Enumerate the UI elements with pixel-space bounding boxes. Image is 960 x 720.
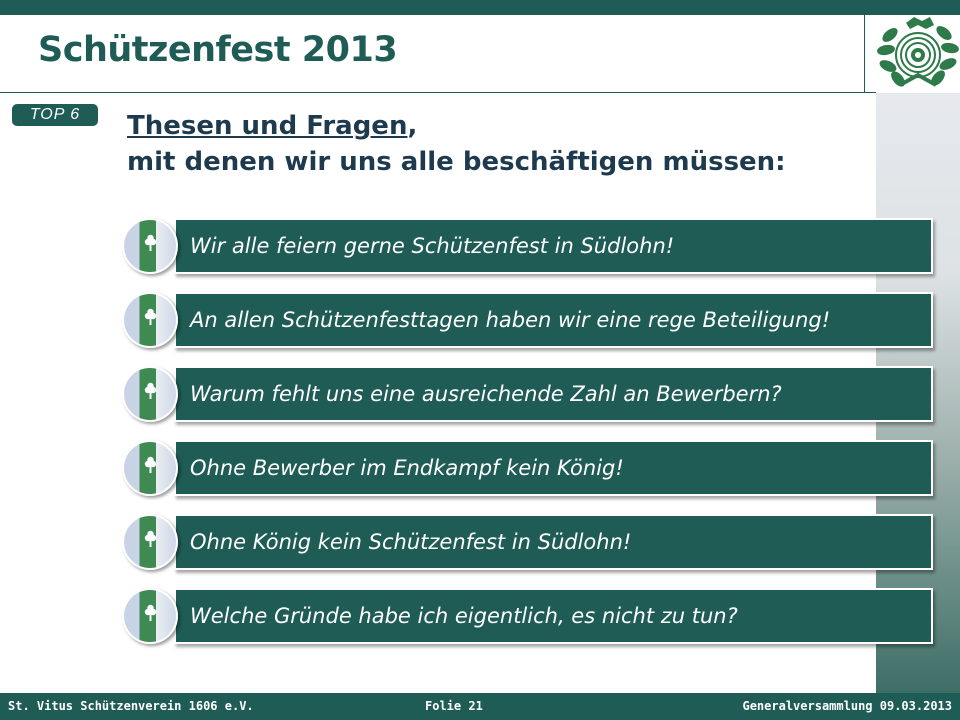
slide-title: Schützenfest 2013 (38, 30, 398, 70)
list-item-text: Warum fehlt uns eine ausreichende Zahl a… (190, 382, 782, 406)
flag-emblem-icon (122, 588, 178, 644)
heading-comma: , (407, 111, 418, 141)
list-item: Ohne Bewerber im Endkampf kein König! (120, 438, 933, 496)
list-item-bar: Wir alle feiern gerne Schützenfest in Sü… (174, 218, 933, 274)
shooting-club-emblem-icon (876, 15, 960, 93)
footer-event-date: Generalversammlung 09.03.2013 (742, 699, 952, 713)
list-item: Welche Gründe habe ich eigentlich, es ni… (120, 586, 933, 644)
heading-line-2: mit denen wir uns alle beschäftigen müss… (127, 147, 786, 177)
footer-slide-number: Folie 21 (425, 699, 483, 713)
flag-emblem-icon (122, 514, 178, 570)
list-item: Wir alle feiern gerne Schützenfest in Sü… (120, 216, 933, 274)
list-item-text: Ohne Bewerber im Endkampf kein König! (190, 456, 624, 480)
footer-bar: St. Vitus Schützenverein 1606 e.V. Folie… (0, 693, 960, 720)
list-item-text: An allen Schützenfesttagen haben wir ein… (190, 308, 831, 332)
flag-emblem-icon (122, 366, 178, 422)
list-item-bar: Welche Gründe habe ich eigentlich, es ni… (174, 588, 933, 644)
list-item-bar: An allen Schützenfesttagen haben wir ein… (174, 292, 933, 348)
slide-heading: Thesen und Fragen, mit denen wir uns all… (127, 108, 786, 180)
flag-emblem-icon (122, 292, 178, 348)
list-item-text: Wir alle feiern gerne Schützenfest in Sü… (190, 234, 675, 258)
list-item: Ohne König kein Schützenfest in Südlohn! (120, 512, 933, 570)
footer-club-name: St. Vitus Schützenverein 1606 e.V. (8, 699, 254, 713)
logo-divider (864, 15, 865, 92)
heading-underlined-text: Thesen und Fragen (127, 111, 408, 141)
top-bar (0, 0, 960, 15)
list-item-text: Welche Gründe habe ich eigentlich, es ni… (190, 604, 738, 628)
top-badge: TOP 6 (12, 104, 98, 126)
flag-emblem-icon (122, 218, 178, 274)
list-item: An allen Schützenfesttagen haben wir ein… (120, 290, 933, 348)
list-item-bar: Ohne König kein Schützenfest in Südlohn! (174, 514, 933, 570)
flag-emblem-icon (122, 440, 178, 496)
list-item-bar: Ohne Bewerber im Endkampf kein König! (174, 440, 933, 496)
list-item-text: Ohne König kein Schützenfest in Südlohn! (190, 530, 632, 554)
list-item-bar: Warum fehlt uns eine ausreichende Zahl a… (174, 366, 933, 422)
title-divider (0, 92, 876, 93)
list-item: Warum fehlt uns eine ausreichende Zahl a… (120, 364, 933, 422)
